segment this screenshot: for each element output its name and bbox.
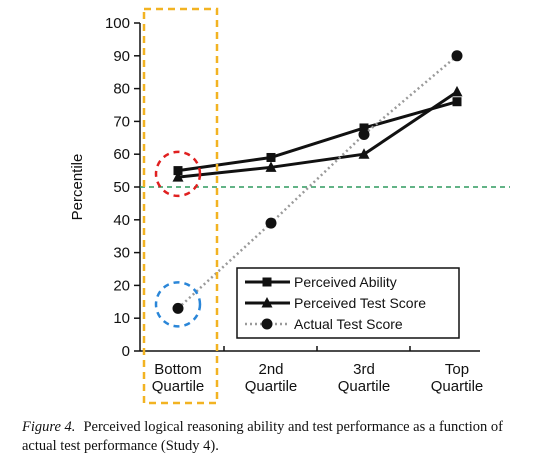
point-actual-test-score (358, 129, 370, 141)
figure-caption: Figure 4. Perceived logical reasoning abi… (22, 418, 532, 456)
y-tick-label: 10 (113, 310, 130, 327)
y-tick-label: 100 (105, 15, 130, 32)
point-perceived-ability (173, 166, 183, 176)
legend-label-perceived-test-score: Perceived Test Score (294, 295, 426, 311)
legend-marker-perceived-test-score (261, 297, 273, 308)
chart-figure: 0 10 20 30 40 50 60 70 80 90 100 Percentile Bottom Q… (69, 7, 510, 405)
y-tick-label: 80 (113, 81, 130, 98)
point-perceived-test-score (172, 171, 184, 182)
highlight-group (142, 7, 219, 405)
caption-text: Perceived logical reasoning ability and … (22, 419, 503, 454)
x-tick-label: Bottom Quartile (152, 361, 205, 395)
caption-label: Figure 4. (22, 419, 76, 435)
highlight-box-bottom-quartile (142, 7, 219, 405)
y-tick-label: 0 (122, 343, 130, 360)
y-tick-label: 70 (113, 113, 130, 130)
x-tick-label: 3rd Quartile (338, 361, 391, 395)
legend: Perceived Ability Perceived Test Score Act… (236, 267, 460, 339)
series-line-perceived-ability (177, 100, 458, 173)
series-line-perceived-test-score (177, 90, 458, 179)
x-tick-label: Top Quartile (431, 361, 484, 395)
y-tick-label: 50 (113, 179, 130, 196)
point-perceived-test-score (358, 148, 370, 159)
point-perceived-ability (452, 97, 462, 107)
y-axis-title: Percentile (69, 154, 86, 221)
legend-label-perceived-ability: Perceived Ability (294, 274, 397, 290)
y-tick-label: 20 (113, 277, 130, 294)
legend-label-actual-test-score: Actual Test Score (294, 316, 403, 332)
legend-marker-actual-test-score (261, 318, 273, 330)
point-perceived-test-score (265, 161, 277, 172)
y-tick-label: 30 (113, 245, 130, 262)
y-tick-label: 60 (113, 146, 130, 163)
point-perceived-ability (266, 152, 276, 162)
highlight-circle-actual (154, 281, 202, 328)
series-line-actual-test-score (177, 54, 458, 310)
series-group (172, 50, 463, 314)
y-tick-label: 90 (113, 48, 130, 65)
legend-marker-perceived-ability (262, 277, 272, 287)
point-actual-test-score (265, 217, 277, 229)
highlight-circle-perceived (154, 150, 202, 198)
point-perceived-test-score (451, 85, 463, 97)
point-actual-test-score (451, 50, 463, 62)
point-perceived-ability (359, 123, 369, 133)
x-tick-label: 2nd Quartile (245, 361, 298, 395)
point-actual-test-score (172, 302, 184, 314)
x-axis: Bottom Quartile 2nd Quartile 3rd Quartile Top Q… (140, 346, 483, 395)
y-tick-label: 40 (113, 212, 130, 229)
y-axis: 0 10 20 30 40 50 60 70 80 90 100 Percentile (69, 15, 141, 360)
